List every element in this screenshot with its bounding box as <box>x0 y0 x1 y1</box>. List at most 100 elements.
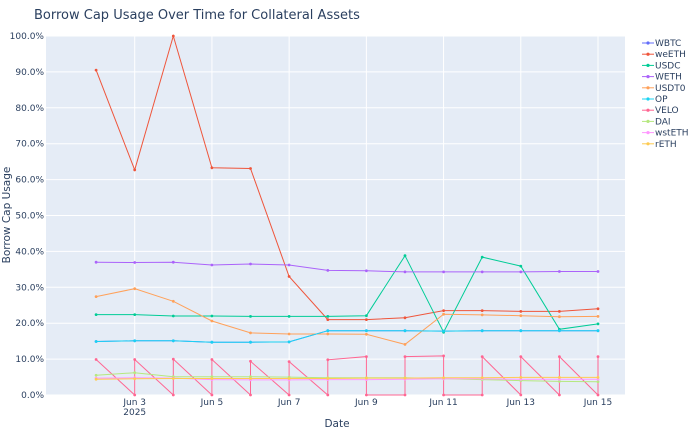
data-point[interactable] <box>480 255 484 259</box>
data-point[interactable] <box>210 340 214 344</box>
data-point[interactable] <box>326 269 330 272</box>
series-reth[interactable] <box>94 376 600 381</box>
series-line[interactable] <box>96 376 598 380</box>
data-point[interactable] <box>519 329 523 333</box>
data-point[interactable] <box>558 315 561 319</box>
data-point[interactable] <box>249 167 252 170</box>
data-point[interactable] <box>249 340 252 344</box>
legend-item-velo[interactable]: VELO <box>642 106 679 116</box>
data-point[interactable] <box>365 332 368 336</box>
data-point[interactable] <box>365 314 368 318</box>
data-point[interactable] <box>171 260 175 264</box>
data-point[interactable] <box>94 373 98 377</box>
data-point[interactable] <box>210 319 214 323</box>
data-point[interactable] <box>558 380 561 383</box>
data-point[interactable] <box>171 377 175 380</box>
data-point[interactable] <box>287 360 291 363</box>
data-point[interactable] <box>519 264 523 268</box>
data-point[interactable] <box>326 393 330 397</box>
data-point[interactable] <box>442 376 445 380</box>
data-point[interactable] <box>442 312 445 316</box>
data-point[interactable] <box>171 357 175 361</box>
data-point[interactable] <box>249 377 252 380</box>
legend-item-weth[interactable]: WETH <box>642 73 682 83</box>
data-point[interactable] <box>558 393 561 397</box>
series-line[interactable] <box>95 34 599 321</box>
series-line[interactable] <box>96 372 599 383</box>
legend-item-weeth[interactable]: weETH <box>642 50 686 60</box>
data-point[interactable] <box>94 313 98 316</box>
series-weth[interactable] <box>94 260 600 274</box>
data-point[interactable] <box>94 377 98 381</box>
data-point[interactable] <box>287 275 291 278</box>
data-point[interactable] <box>403 376 407 380</box>
data-point[interactable] <box>365 393 368 397</box>
data-point[interactable] <box>596 376 600 379</box>
series-velo[interactable] <box>94 354 600 397</box>
data-point[interactable] <box>133 358 137 361</box>
data-point[interactable] <box>133 287 137 291</box>
data-point[interactable] <box>365 355 368 358</box>
data-point[interactable] <box>249 262 252 266</box>
data-point[interactable] <box>326 318 330 321</box>
data-point[interactable] <box>94 295 98 298</box>
data-point[interactable] <box>519 376 523 379</box>
data-point[interactable] <box>596 307 600 311</box>
data-point[interactable] <box>210 377 214 380</box>
data-point[interactable] <box>558 355 561 358</box>
data-point[interactable] <box>133 168 137 172</box>
data-point[interactable] <box>287 332 291 336</box>
data-point[interactable] <box>596 322 600 326</box>
legend-item-op[interactable]: OP <box>642 95 668 105</box>
series-line[interactable] <box>96 261 598 273</box>
data-point[interactable] <box>558 270 561 273</box>
data-point[interactable] <box>519 314 523 318</box>
data-point[interactable] <box>365 318 368 321</box>
data-point[interactable] <box>403 393 407 397</box>
data-point[interactable] <box>403 329 407 333</box>
data-point[interactable] <box>365 269 368 273</box>
data-point[interactable] <box>403 316 407 320</box>
data-point[interactable] <box>403 343 407 346</box>
data-point[interactable] <box>596 380 600 384</box>
legend-item-usdt0[interactable]: USDT0 <box>642 84 686 94</box>
data-point[interactable] <box>480 270 484 274</box>
data-point[interactable] <box>133 393 137 397</box>
data-point[interactable] <box>287 340 291 344</box>
data-point[interactable] <box>365 376 368 380</box>
legend-item-wbtc[interactable]: WBTC <box>642 39 681 49</box>
data-point[interactable] <box>210 393 214 397</box>
data-point[interactable] <box>558 376 561 379</box>
data-point[interactable] <box>94 260 98 264</box>
series-weeth[interactable] <box>94 34 600 321</box>
data-point[interactable] <box>365 329 368 333</box>
data-point[interactable] <box>94 340 98 343</box>
data-point[interactable] <box>558 329 561 333</box>
data-point[interactable] <box>480 313 484 317</box>
data-point[interactable] <box>480 309 484 312</box>
data-point[interactable] <box>171 34 175 38</box>
data-point[interactable] <box>326 329 330 333</box>
series-usdt0[interactable] <box>94 287 600 346</box>
data-point[interactable] <box>326 315 330 318</box>
data-point[interactable] <box>596 355 600 358</box>
data-point[interactable] <box>210 314 214 318</box>
data-point[interactable] <box>480 329 484 333</box>
data-point[interactable] <box>133 371 137 375</box>
data-point[interactable] <box>326 332 330 336</box>
legend-item-usdc[interactable]: USDC <box>642 61 681 71</box>
data-point[interactable] <box>519 355 523 358</box>
data-point[interactable] <box>210 358 214 361</box>
data-point[interactable] <box>519 270 523 274</box>
data-point[interactable] <box>480 376 484 380</box>
data-point[interactable] <box>133 377 137 381</box>
legend-item-wsteth[interactable]: wstETH <box>642 129 689 139</box>
data-point[interactable] <box>171 339 175 343</box>
data-point[interactable] <box>442 354 445 358</box>
legend-item-reth[interactable]: rETH <box>642 140 677 150</box>
series-line[interactable] <box>96 254 599 334</box>
data-point[interactable] <box>596 393 600 397</box>
data-point[interactable] <box>133 313 137 316</box>
data-point[interactable] <box>326 358 330 362</box>
